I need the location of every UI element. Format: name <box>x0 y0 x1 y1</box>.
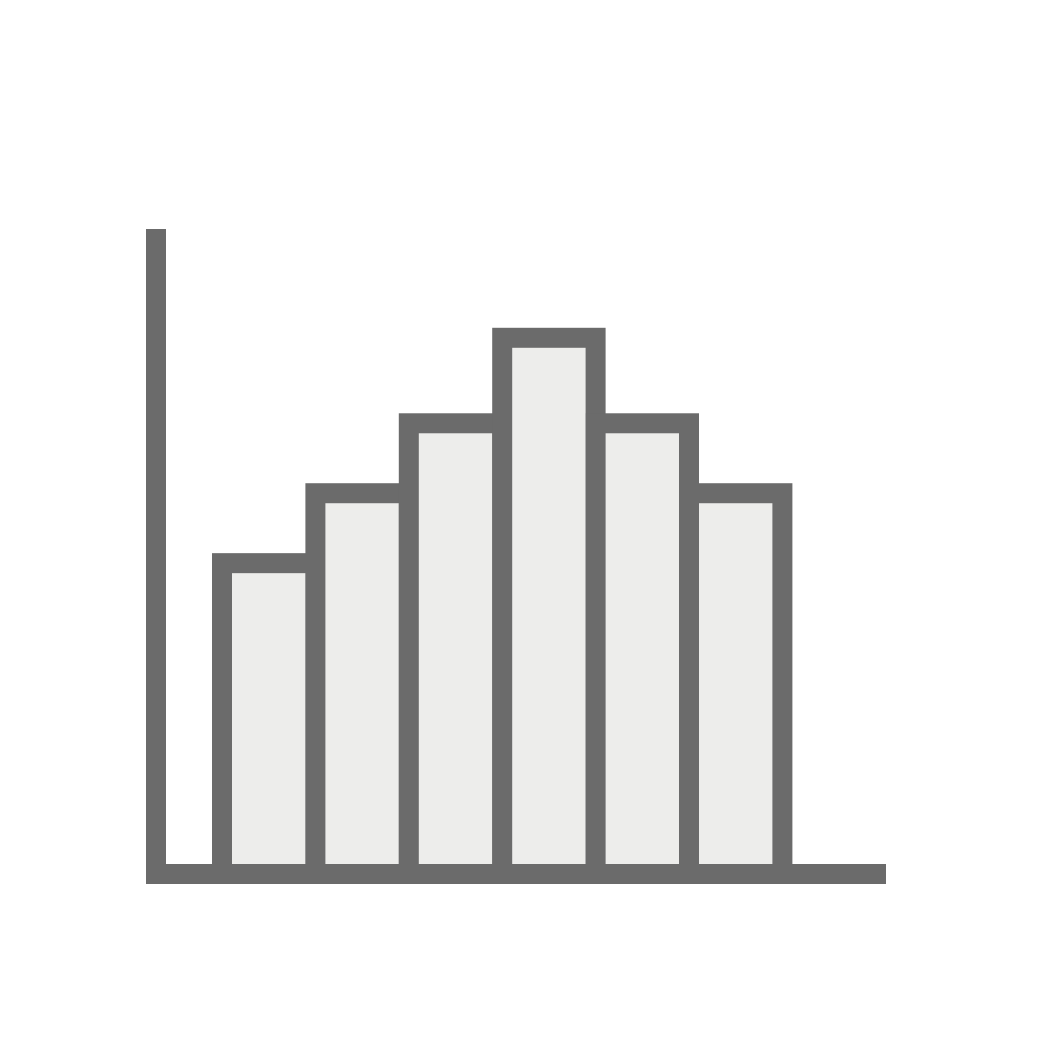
histogram-bar-2 <box>305 483 419 884</box>
histogram-bar-5 <box>585 413 699 884</box>
histogram-bar-6 <box>679 483 793 884</box>
histogram-bar-3 <box>398 413 513 884</box>
histogram-bar-4 <box>492 327 606 884</box>
histogram-bar-1 <box>212 553 326 884</box>
bars <box>212 327 793 884</box>
